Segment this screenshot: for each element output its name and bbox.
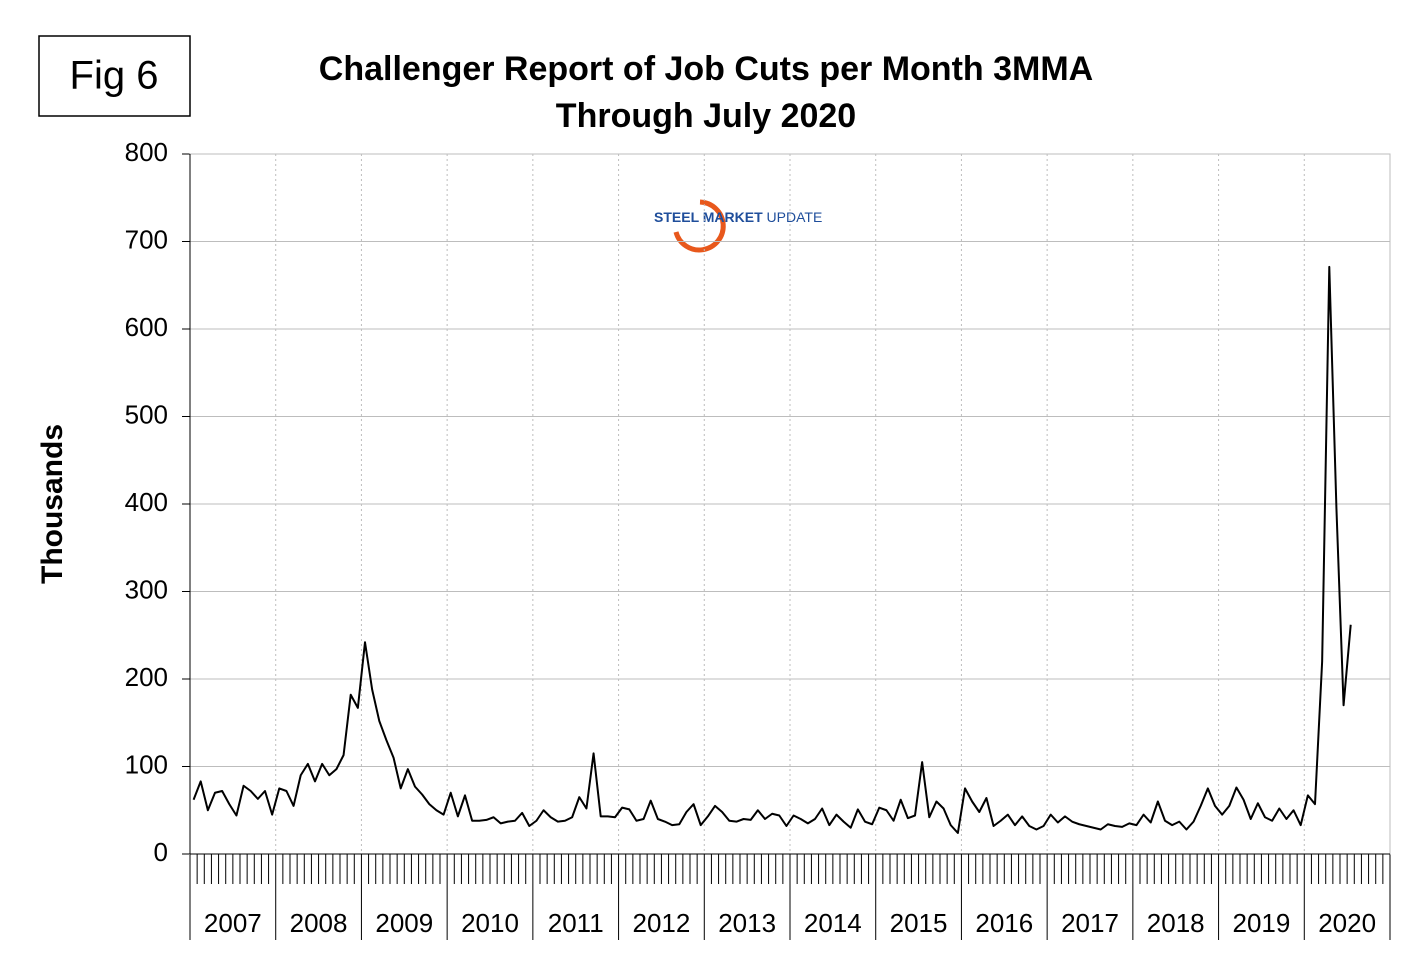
x-group-label: 2010 <box>461 908 519 938</box>
x-group-label: 2008 <box>290 908 348 938</box>
y-tick-label: 200 <box>125 662 168 692</box>
plot: 0 100 200 300 400 500 600 700 800 2007 2008 2009 201… <box>125 137 1391 940</box>
y-axis-label: Thousands <box>36 424 69 584</box>
logo: STEEL MARKET UPDATE <box>654 209 822 225</box>
x-group-label: 2020 <box>1318 908 1376 938</box>
x-group-label: 2014 <box>804 908 862 938</box>
x-group-label: 2017 <box>1061 908 1119 938</box>
x-group-label: 2018 <box>1147 908 1205 938</box>
x-group-label: 2013 <box>718 908 776 938</box>
y-tick-label: 100 <box>125 749 168 779</box>
x-group-label: 2016 <box>975 908 1033 938</box>
chart-title: Challenger Report of Job Cuts per Month … <box>319 50 1093 88</box>
figure-box <box>38 35 191 117</box>
chart-title: Through July 2020 <box>556 97 856 135</box>
y-tick-label: 300 <box>125 574 168 604</box>
x-group-label: 2011 <box>548 908 604 938</box>
y-tick-label: 700 <box>125 224 168 254</box>
logo-text: UPDATE <box>767 209 823 225</box>
x-group-label: 2015 <box>890 908 948 938</box>
y-tick-label: 800 <box>125 137 168 167</box>
x-group-label: 2009 <box>375 908 433 938</box>
logo-swoosh <box>673 199 726 253</box>
x-group-label: 2019 <box>1233 908 1291 938</box>
figure-label: Fig 6 <box>70 54 159 98</box>
x-group-label: 2012 <box>633 908 691 938</box>
x-group-label: 2007 <box>204 908 262 938</box>
y-tick-label: 0 <box>154 837 168 867</box>
series-line <box>192 265 1352 834</box>
y-tick-label: 500 <box>125 399 168 429</box>
logo-bold: STEEL MARKET <box>654 209 763 225</box>
y-tick-label: 600 <box>125 312 168 342</box>
y-tick-label: 400 <box>125 487 168 517</box>
